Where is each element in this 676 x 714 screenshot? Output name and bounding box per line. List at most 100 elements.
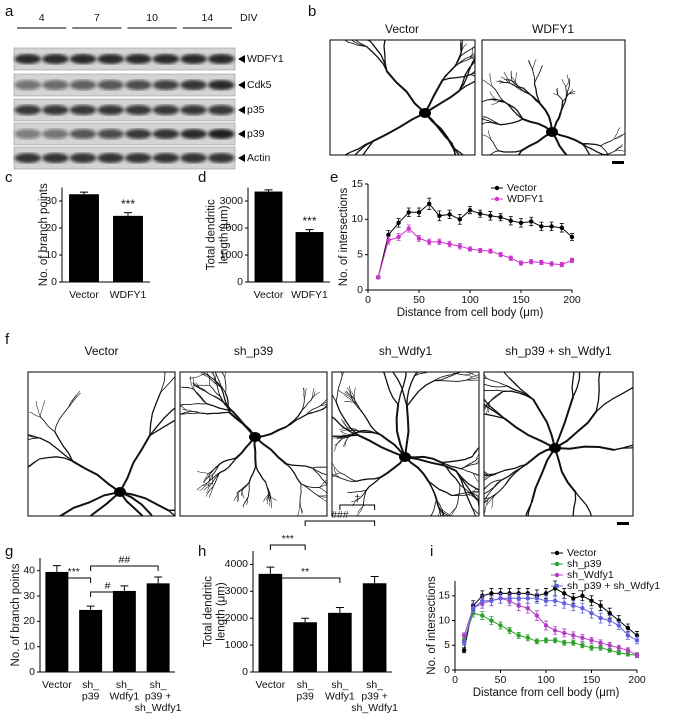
dendrite [311,175,326,179]
dendrite [206,372,210,379]
dendrite [2,464,16,471]
point [569,234,575,240]
bar [362,583,387,672]
dendrite [197,471,209,474]
point [580,593,585,599]
dendrite [270,496,272,509]
dendrite [362,344,375,355]
point [559,225,564,231]
dendrite [344,437,349,448]
dendrite [458,61,474,92]
dendrite [368,342,375,355]
dendrite [255,465,267,483]
y-tick-label: 20 [23,615,35,627]
dendrite [472,472,479,482]
point [589,645,594,650]
dendrite [362,344,375,355]
dendrite [1,568,10,583]
dendrite [451,342,455,365]
dendrite [557,94,564,102]
dendrite [522,576,526,599]
x-tick-label: 0 [452,674,458,686]
point [580,605,585,611]
blot-band [125,153,152,163]
dendrite [465,374,479,381]
x-tick-label: sh_ [82,679,99,691]
micrograph [481,39,626,156]
legend-label: sh_Wdfy1 [567,569,614,581]
dendrite [484,471,489,476]
dendrite [182,530,202,538]
dendrite [484,403,506,420]
blot-band [207,129,235,139]
blot-band [180,105,207,115]
dendrite [153,524,180,539]
dendrite [503,71,511,84]
x-tick-label: Vector [254,289,284,301]
point [478,211,483,216]
dendrite [427,480,453,497]
dendrite [490,352,496,364]
dendrite [490,168,504,169]
dendrite [414,372,420,377]
dendrite [467,494,479,500]
y-tick-label: 10 [23,640,35,652]
dendrite [340,430,350,436]
dendrite [265,492,270,501]
x-tick-label: sh_ [331,679,348,691]
dendrite [586,521,592,540]
blot-strip [13,98,236,122]
dendrite [200,373,210,379]
y-tick-label: 1000 [220,249,244,261]
dendrite [309,175,326,184]
dendrite [474,160,479,179]
dendrite [579,189,581,196]
dendrite [469,54,475,58]
dendrite [353,387,356,400]
dendrite [404,456,458,472]
dendrite [212,372,216,382]
dendrite [441,55,462,82]
dendrite [668,412,672,427]
dendrite [489,150,499,155]
dendrite [489,168,504,174]
significance-label: *** [121,197,135,211]
dendrite [461,23,462,35]
dendrite [427,480,439,507]
dendrite [532,398,556,449]
dendrite [498,516,505,538]
dendrite [527,59,533,70]
dendrite [357,505,364,513]
dendrite [332,472,341,477]
dendrite [184,573,197,582]
dendrite [212,519,221,523]
dendrite [572,372,581,398]
band-label: WDFY1 [247,53,284,65]
dendrite [498,100,510,106]
dendrite [586,324,592,340]
dendrite [365,40,371,42]
dendrite [317,495,327,498]
dendrite [207,464,220,475]
dendrite [470,55,475,59]
dendrite [182,353,192,369]
dendrite [601,184,603,196]
dendrite [511,80,524,89]
neuron [180,372,327,516]
point [549,261,554,267]
point [508,256,513,261]
point [461,648,467,653]
point [607,610,612,616]
significance-bracket [56,577,92,583]
dendrite [206,411,231,415]
dendrite [285,463,313,469]
dendrite [499,525,519,526]
y-tick-label: 10 [351,213,363,225]
dendrite [451,491,472,496]
point [534,639,540,644]
dendrite [597,306,602,332]
dendrite [149,391,162,437]
dendrite [344,391,355,400]
dendrite [341,418,349,429]
x-tick-label: sh_ [297,679,314,691]
